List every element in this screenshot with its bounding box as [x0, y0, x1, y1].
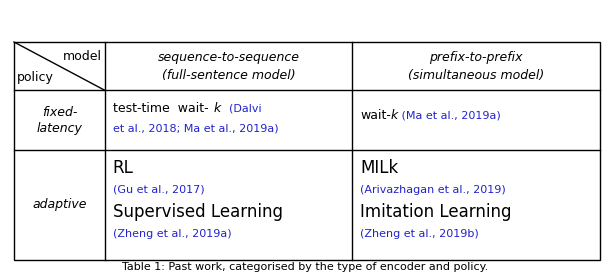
Text: fixed-: fixed-: [41, 106, 77, 119]
Text: Supervised Learning: Supervised Learning: [113, 203, 283, 221]
Text: et al., 2018; Ma et al., 2019a): et al., 2018; Ma et al., 2019a): [113, 123, 278, 133]
Text: latency: latency: [37, 122, 82, 135]
Text: (simultaneous model): (simultaneous model): [408, 69, 544, 82]
Text: policy: policy: [17, 71, 54, 84]
Text: RL: RL: [113, 159, 134, 177]
Text: MILk: MILk: [360, 159, 398, 177]
Text: Table 1: Past work, categorised by the type of encoder and policy.: Table 1: Past work, categorised by the t…: [122, 262, 488, 272]
Text: (Zheng et al., 2019b): (Zheng et al., 2019b): [360, 229, 479, 239]
Text: Imitation Learning: Imitation Learning: [360, 203, 512, 221]
Text: (Gu et al., 2017): (Gu et al., 2017): [113, 185, 204, 195]
Bar: [14, 42, 600, 260]
Text: prefix-to-prefix: prefix-to-prefix: [429, 51, 523, 64]
Text: k: k: [390, 109, 397, 122]
Text: (Ma et al., 2019a): (Ma et al., 2019a): [398, 110, 501, 120]
Text: (Arivazhagan et al., 2019): (Arivazhagan et al., 2019): [360, 185, 506, 195]
Text: k: k: [214, 102, 221, 115]
Text: (full-sentence model): (full-sentence model): [162, 69, 295, 82]
Text: model: model: [63, 50, 102, 63]
Text: sequence-to-sequence: sequence-to-sequence: [157, 51, 300, 64]
Text: adaptive: adaptive: [32, 199, 87, 211]
Text: wait-: wait-: [360, 109, 391, 122]
Text: test-time  wait-: test-time wait-: [113, 102, 209, 115]
Text: (Zheng et al., 2019a): (Zheng et al., 2019a): [113, 229, 231, 239]
Text: (Dalvi: (Dalvi: [222, 103, 262, 113]
